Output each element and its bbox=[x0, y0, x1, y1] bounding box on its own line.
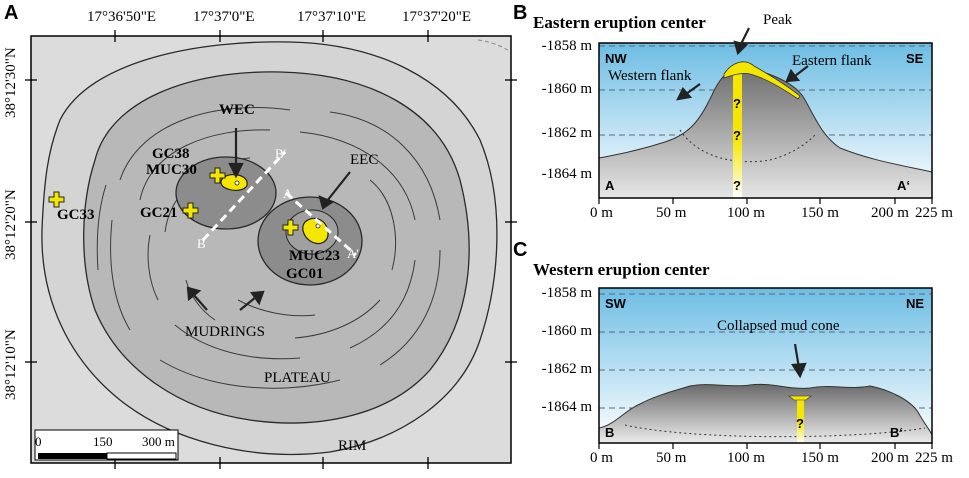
panel-c-xtick-4: 150 m bbox=[801, 450, 839, 466]
coord-top-4: 17°37'20"E bbox=[402, 9, 471, 25]
eec-mud-flow bbox=[723, 61, 801, 100]
panel-c-end-right: B‘ bbox=[890, 425, 903, 440]
panel-letter-c: C bbox=[513, 239, 528, 261]
label-mudrings: MUDRINGS bbox=[185, 324, 266, 340]
eec-vent bbox=[302, 217, 329, 245]
coord-top-3: 17°37'10"E bbox=[297, 9, 366, 25]
profile-mark-b-prime: B' bbox=[275, 146, 287, 161]
profile-mark-b: B bbox=[197, 236, 206, 251]
panel-b-ytick-1: -1858 m bbox=[541, 38, 592, 54]
label-plateau: PLATEAU bbox=[264, 370, 331, 386]
panel-b-ytick-3: -1862 m bbox=[541, 125, 592, 141]
gc33-marker bbox=[48, 191, 65, 208]
eec-conduit bbox=[733, 68, 742, 198]
label-gc21: GC21 bbox=[140, 205, 178, 221]
profile-mark-a-prime: A' bbox=[347, 246, 359, 261]
panel-letter-a: A bbox=[4, 2, 19, 24]
panel-c-ytick-3: -1862 m bbox=[541, 361, 592, 377]
panel-c-dir-right: NE bbox=[906, 296, 925, 311]
qmark-b-3: ? bbox=[733, 178, 741, 193]
wec-conduit bbox=[797, 396, 804, 443]
gc21-marker bbox=[182, 202, 199, 219]
scale-label-300: 300 m bbox=[142, 434, 175, 449]
label-rim: RIM bbox=[338, 438, 367, 454]
panel-c-xtick-6: 225 m bbox=[915, 450, 953, 466]
panel-c-ytick-1: -1858 m bbox=[541, 285, 592, 301]
panel-c-title: Western eruption center bbox=[533, 260, 710, 279]
coord-top-1: 17°36'50"E bbox=[87, 9, 156, 25]
wec-collapsed-cone bbox=[788, 395, 812, 401]
panel-c-ytick-4: -1864 m bbox=[541, 399, 592, 415]
qmark-c-1: ? bbox=[796, 416, 804, 431]
panel-letter-b: B bbox=[513, 2, 528, 24]
label-collapsed-cone: Collapsed mud cone bbox=[717, 318, 840, 334]
panel-b-title: Eastern eruption center bbox=[533, 13, 706, 32]
panel-b-dir-right: SE bbox=[906, 51, 924, 66]
qmark-b-2: ? bbox=[733, 128, 741, 143]
scale-label-0: 0 bbox=[35, 434, 42, 449]
label-gc38: GC38 bbox=[152, 146, 190, 162]
label-western-flank: Western flank bbox=[608, 68, 692, 84]
panel-b-dir-left: NW bbox=[605, 51, 627, 66]
panel-b-xtick-1: 0 m bbox=[590, 205, 613, 221]
profile-mark-a: A bbox=[283, 186, 293, 201]
wec-hill bbox=[598, 383, 933, 444]
panel-c-xtick-2: 50 m bbox=[656, 450, 687, 466]
panel-c-xtick-5: 200 m bbox=[871, 450, 909, 466]
qmark-b-1: ? bbox=[733, 96, 741, 111]
panel-b-xtick-2: 50 m bbox=[656, 205, 687, 221]
panel-b-xtick-4: 150 m bbox=[801, 205, 839, 221]
panel-b-xtick-5: 200 m bbox=[871, 205, 909, 221]
gc38-marker bbox=[209, 167, 226, 184]
panel-c-xtick-1: 0 m bbox=[590, 450, 613, 466]
panel-b-xtick-3: 100 m bbox=[727, 205, 765, 221]
wec-cone bbox=[175, 156, 277, 230]
profile-b bbox=[201, 150, 287, 242]
label-eastern-flank: Eastern flank bbox=[792, 53, 872, 69]
map-frame bbox=[30, 35, 512, 464]
panel-b-end-right: A‘ bbox=[897, 178, 910, 193]
label-gc01: GC01 bbox=[286, 266, 324, 282]
panel-c-xtick-3: 100 m bbox=[727, 450, 765, 466]
panel-c-ytick-2: -1860 m bbox=[541, 323, 592, 339]
panel-b-ytick-4: -1864 m bbox=[541, 166, 592, 182]
label-muc23: MUC23 bbox=[289, 248, 340, 264]
label-muc30: MUC30 bbox=[146, 162, 197, 178]
panel-b-end-left: A bbox=[605, 178, 615, 193]
profile-a bbox=[285, 191, 357, 257]
panel-b-xtick-6: 225 m bbox=[915, 205, 953, 221]
muc23-marker bbox=[282, 219, 299, 236]
panel-c-dir-left: SW bbox=[605, 296, 626, 311]
panel-b-ytick-2: -1860 m bbox=[541, 81, 592, 97]
coord-top-2: 17°37'0"E bbox=[193, 9, 255, 25]
label-eec: EEC bbox=[350, 152, 379, 168]
label-peak: Peak bbox=[763, 12, 793, 28]
label-wec: WEC bbox=[219, 102, 255, 118]
scale-label-150: 150 bbox=[93, 434, 113, 449]
label-gc33: GC33 bbox=[57, 207, 95, 223]
panel-c-end-left: B bbox=[605, 425, 615, 440]
